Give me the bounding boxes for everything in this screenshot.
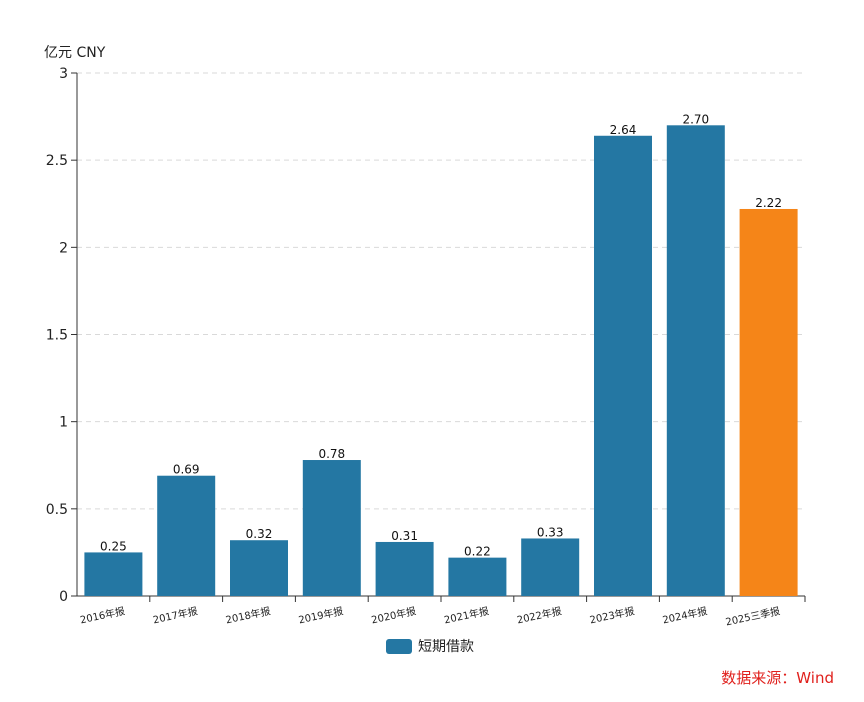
bar xyxy=(448,557,507,596)
bar xyxy=(594,135,652,596)
bar xyxy=(302,460,361,596)
bar xyxy=(739,208,798,597)
data-label: 0.25 xyxy=(100,539,127,553)
x-tick-label: 2019年报 xyxy=(297,604,344,626)
y-tick-label: 2 xyxy=(59,240,68,256)
data-label: 2.70 xyxy=(682,112,709,126)
y-axis-unit-label: 亿元 CNY xyxy=(44,45,106,61)
y-tick-label: 0.5 xyxy=(46,502,68,518)
legend-label: 短期借款 xyxy=(418,639,474,655)
y-tick-label: 3 xyxy=(59,66,68,82)
legend[interactable]: 短期借款 xyxy=(386,636,474,656)
x-tick-label: 2023年报 xyxy=(588,604,635,626)
x-tick-label: 2022年报 xyxy=(516,604,563,626)
x-tick-label: 2020年报 xyxy=(370,604,417,626)
source-note: 数据来源：Wind xyxy=(721,669,834,687)
data-label: 0.69 xyxy=(173,463,200,477)
y-tick-label: 1 xyxy=(59,415,68,431)
data-label: 0.33 xyxy=(537,525,564,539)
y-tick-label: 0 xyxy=(59,589,68,605)
y-tick-label: 1.5 xyxy=(46,328,68,344)
bar xyxy=(666,125,725,597)
x-tick-label: 2017年报 xyxy=(152,604,199,626)
bar xyxy=(157,475,216,596)
data-label: 0.31 xyxy=(391,529,418,543)
x-tick-label: 2024年报 xyxy=(661,604,708,626)
data-label: 2.64 xyxy=(610,123,637,137)
bar xyxy=(521,538,580,596)
data-label: 0.32 xyxy=(246,527,273,541)
x-tick-label: 2018年报 xyxy=(224,604,271,626)
legend-swatch xyxy=(386,638,412,654)
bar xyxy=(84,552,143,596)
data-label: 0.22 xyxy=(464,545,491,559)
x-tick-label: 2021年报 xyxy=(443,604,490,626)
data-label: 2.22 xyxy=(755,196,782,210)
bar xyxy=(230,540,288,596)
data-label: 0.78 xyxy=(318,447,345,461)
bar xyxy=(375,541,434,596)
x-tick-label: 2016年报 xyxy=(79,604,126,626)
y-tick-label: 2.5 xyxy=(46,153,68,169)
x-tick-label: 2025三季报 xyxy=(724,604,781,628)
